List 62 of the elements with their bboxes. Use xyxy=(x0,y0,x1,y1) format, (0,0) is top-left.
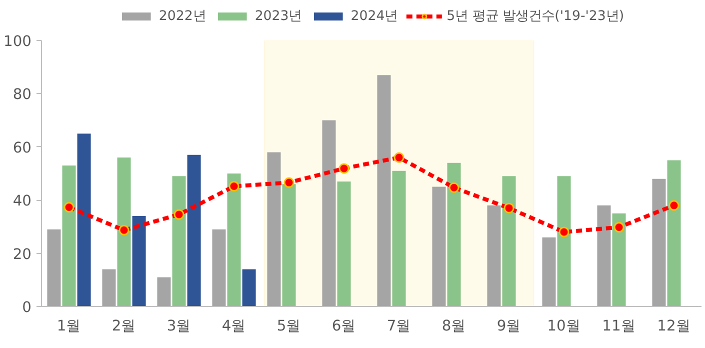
bar xyxy=(447,162,461,306)
x-tick-label: 2월 xyxy=(112,318,136,334)
legend-label: 2023년 xyxy=(254,8,302,25)
bar xyxy=(502,176,516,306)
point xyxy=(558,226,570,238)
point xyxy=(338,163,350,174)
y-tick-label: 100 xyxy=(4,33,32,50)
legend-label: 5년 평균 발생건수('19-'23년) xyxy=(446,8,624,25)
bar xyxy=(47,229,61,306)
bar xyxy=(282,184,296,306)
x-tick-label: 1월 xyxy=(56,318,82,334)
point xyxy=(668,200,680,211)
bar xyxy=(377,75,391,306)
bar xyxy=(337,181,351,306)
bar xyxy=(322,120,336,306)
x-tick-label: 12월 xyxy=(657,318,691,334)
x-tick-label: 10월 xyxy=(547,318,581,334)
bar xyxy=(77,134,91,306)
point xyxy=(448,182,460,193)
legend-label: 2022년 xyxy=(158,8,206,25)
point xyxy=(504,202,514,214)
x-tick-label: 5월 xyxy=(276,318,302,334)
bar xyxy=(487,205,501,306)
y-tick-label: 20 xyxy=(12,246,32,263)
y-tick-label: 80 xyxy=(12,86,32,104)
y-tick-label: 40 xyxy=(12,192,32,210)
bar xyxy=(62,166,76,306)
bar xyxy=(612,213,626,306)
bar xyxy=(557,176,571,306)
x-tick-label: 11월 xyxy=(602,318,636,334)
y-tick-label: 0 xyxy=(22,299,32,316)
bar xyxy=(667,160,681,306)
x-tick-label: 7월 xyxy=(386,318,412,334)
bar xyxy=(392,170,406,306)
bar xyxy=(157,277,171,306)
x-tick-label: 4월 xyxy=(222,318,246,334)
bar xyxy=(542,237,556,306)
bar xyxy=(267,152,281,306)
bar xyxy=(242,269,256,306)
x-tick-label: 9월 xyxy=(496,318,522,334)
point xyxy=(394,152,404,163)
x-tick-label: 8월 xyxy=(442,318,466,334)
point xyxy=(64,202,74,213)
x-tick-label: 3월 xyxy=(166,318,192,334)
bar xyxy=(652,178,666,306)
bar xyxy=(172,176,186,306)
bar xyxy=(227,174,241,306)
point xyxy=(118,224,130,236)
bar xyxy=(117,158,131,306)
bar xyxy=(432,186,446,306)
point xyxy=(228,181,240,192)
bar xyxy=(187,154,201,306)
point xyxy=(284,177,294,188)
point xyxy=(614,222,624,232)
point xyxy=(174,209,184,220)
legend-label: 2024년 xyxy=(350,8,398,25)
x-tick-label: 6월 xyxy=(332,318,356,334)
bar xyxy=(212,229,226,306)
y-tick-label: 60 xyxy=(12,139,32,156)
bar xyxy=(102,269,116,306)
bar xyxy=(132,216,146,306)
bar xyxy=(597,205,611,306)
